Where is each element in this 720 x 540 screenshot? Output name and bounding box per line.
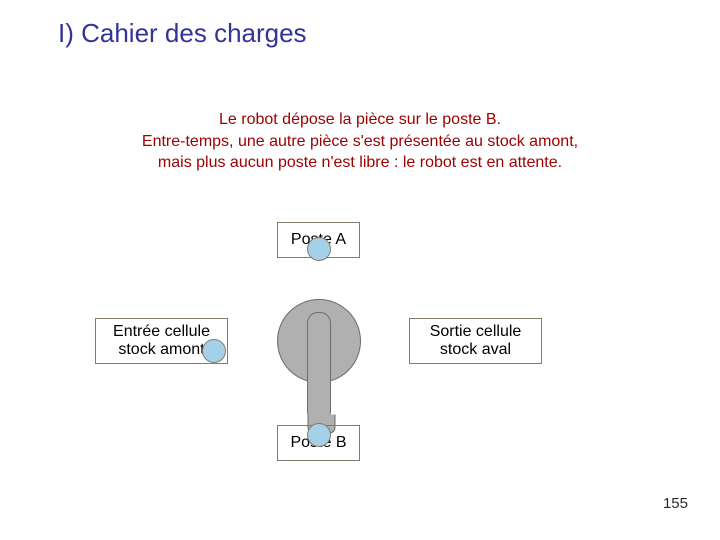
entree-piece: [202, 339, 226, 363]
robot-arm: [307, 312, 331, 422]
description-line-2: Entre-temps, une autre pièce s'est prése…: [142, 133, 578, 150]
entree-line-1: Entrée cellule: [113, 323, 210, 340]
poste-b-piece: [307, 423, 331, 447]
description-line-3: mais plus aucun poste n'est libre : le r…: [158, 154, 562, 171]
description-paragraph: Le robot dépose la pièce sur le poste B.…: [104, 109, 616, 174]
description-line-1: Le robot dépose la pièce sur le poste B.: [219, 111, 501, 128]
page-title: I) Cahier des charges: [58, 18, 307, 49]
entree-line-2: stock amont: [118, 341, 204, 358]
sortie-line-2: stock aval: [440, 341, 511, 358]
poste-a-piece: [307, 237, 331, 261]
page-number: 155: [663, 495, 688, 512]
sortie-cellule-box: Sortie cellule stock aval: [409, 318, 542, 364]
sortie-line-1: Sortie cellule: [430, 323, 522, 340]
